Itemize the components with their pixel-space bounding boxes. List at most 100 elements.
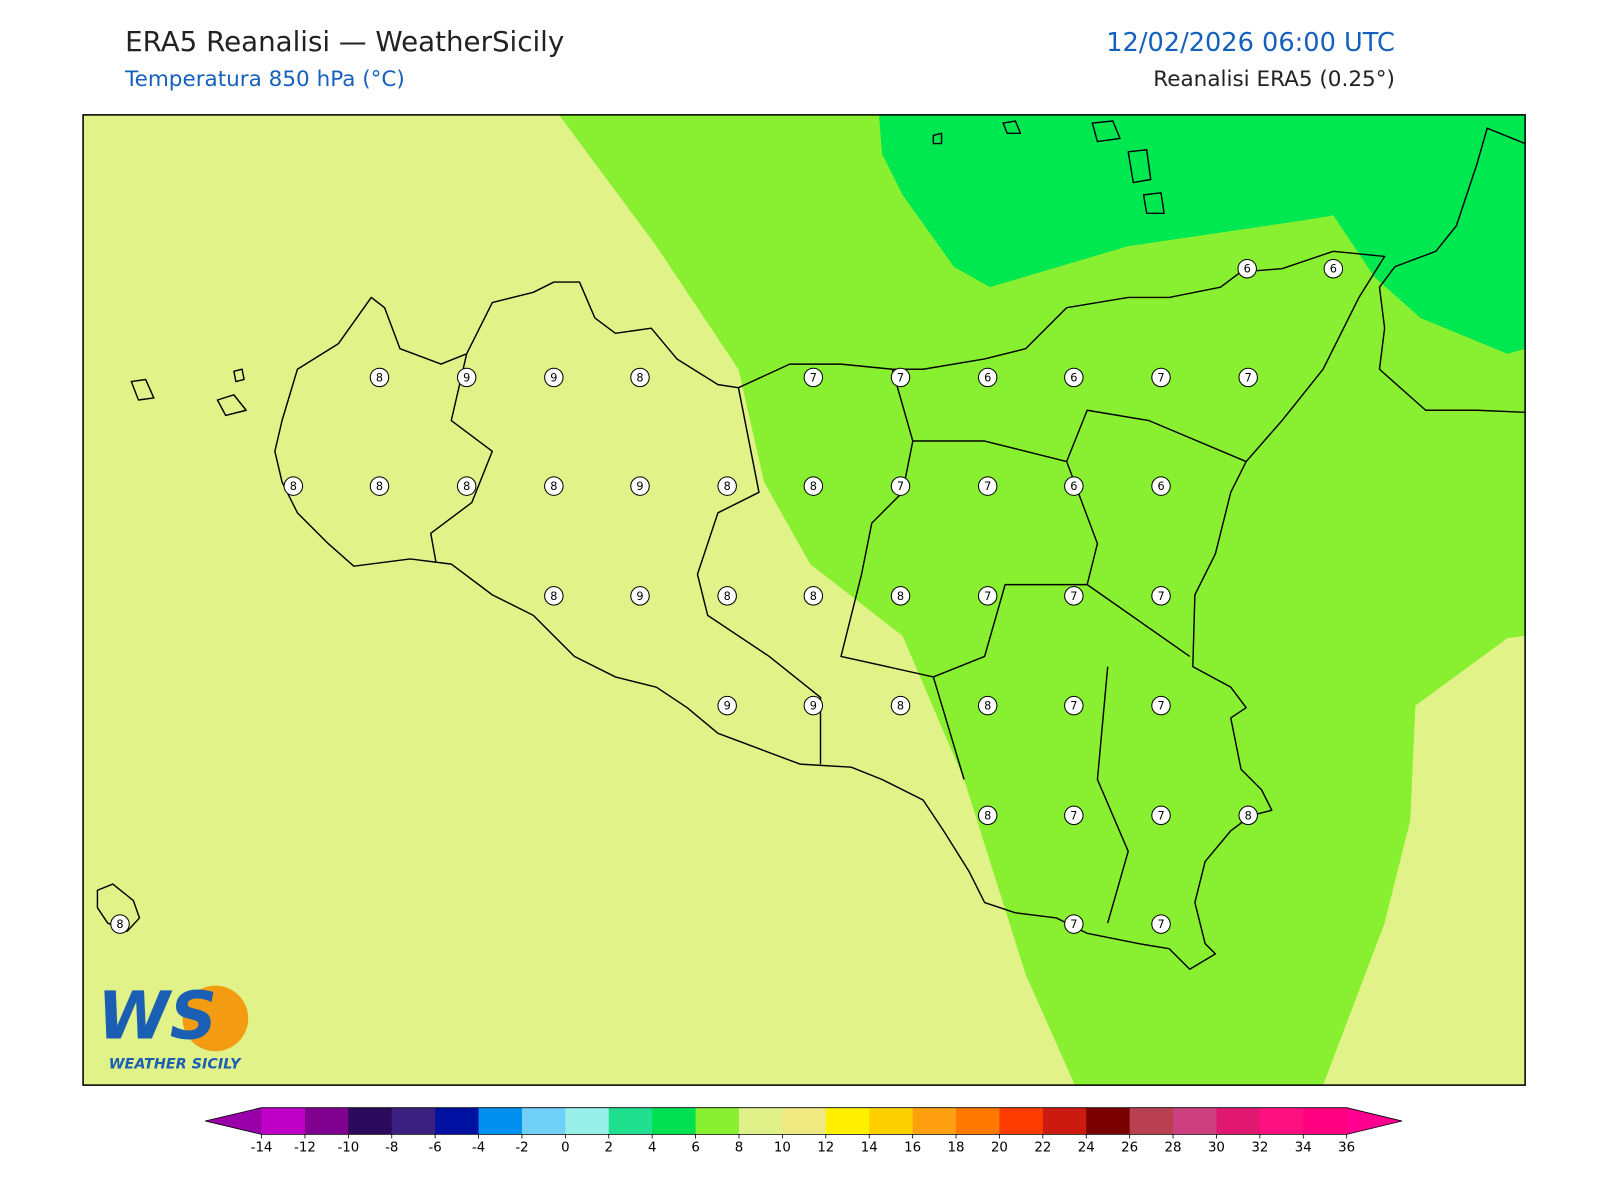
colorbar-tick-label: 12 — [817, 1141, 834, 1156]
colorbar-bin — [825, 1107, 870, 1135]
colorbar-bin — [261, 1107, 306, 1135]
station-value: 9 — [636, 590, 643, 603]
station-value: 8 — [116, 918, 123, 931]
station-value: 6 — [1244, 263, 1251, 276]
station-marker — [283, 476, 304, 496]
colorbar-bin — [391, 1107, 436, 1135]
colorbar-tick-label: -14 — [251, 1141, 273, 1156]
logo: WS WEATHER SICILY — [97, 979, 249, 1073]
colorbar-tick-label: -10 — [337, 1141, 359, 1156]
colorbar-bin — [1042, 1107, 1087, 1135]
station-value: 9 — [636, 480, 643, 493]
station-value: 8 — [636, 371, 643, 384]
station-value: 8 — [724, 590, 731, 603]
colorbar-bin — [1173, 1107, 1217, 1135]
station-marker — [890, 476, 911, 496]
station-value: 8 — [897, 590, 904, 603]
colorbar-tick-label: 6 — [691, 1141, 699, 1156]
station-value: 6 — [1157, 480, 1164, 493]
station-marker — [1064, 914, 1084, 934]
station-marker — [630, 476, 650, 496]
station-value: 8 — [897, 700, 904, 713]
station-value: 7 — [897, 480, 904, 493]
station-value: 6 — [984, 371, 991, 384]
station-marker — [1064, 367, 1084, 388]
station-value: 8 — [463, 480, 470, 493]
station-marker — [369, 476, 390, 496]
colorbar-tick-label: 10 — [774, 1141, 791, 1156]
station-marker — [1151, 367, 1171, 388]
colorbar-tick-label: 20 — [991, 1141, 1008, 1156]
station-value: 7 — [984, 480, 991, 493]
station-value: 8 — [1245, 809, 1252, 822]
colorbar-tick-label: 26 — [1121, 1141, 1138, 1156]
station-value: 8 — [810, 480, 817, 493]
colorbar-tick-label: -2 — [515, 1141, 528, 1156]
station-marker — [803, 476, 824, 496]
station-value: 8 — [810, 590, 817, 603]
subtitle: Temperatura 850 hPa (°C) — [124, 67, 405, 92]
colorbar-tick-label: 0 — [561, 1141, 569, 1156]
station-marker — [1151, 805, 1171, 826]
logo-sun — [182, 985, 249, 1052]
colorbar: -14 -12 -10 -8 -6 -4 -2 0 2 4 6 8 10 12 14 16 18 20 22 24 26… — [205, 1107, 1403, 1156]
station-value: 9 — [550, 371, 557, 384]
station-marker — [369, 367, 390, 388]
station-marker — [630, 367, 650, 388]
station-marker — [1151, 586, 1171, 606]
islands — [96, 120, 1165, 932]
station-marker — [1064, 586, 1084, 606]
field-4-6 — [878, 114, 1526, 354]
station-marker — [977, 476, 998, 496]
colorbar-bin — [1303, 1107, 1348, 1135]
colorbar-bin — [956, 1107, 1000, 1135]
station-marker — [1064, 695, 1084, 716]
station-value: 8 — [984, 700, 991, 713]
station-marker — [890, 367, 911, 388]
colorbar-bin — [1216, 1107, 1261, 1135]
colorbar-tick-label: 22 — [1034, 1141, 1051, 1156]
colorbar-extend-low — [205, 1107, 262, 1135]
station-value: 6 — [1070, 371, 1077, 384]
colorbar-bin — [1086, 1107, 1131, 1135]
station-value: 7 — [1070, 590, 1077, 603]
colorbar-tick-label: 24 — [1078, 1141, 1095, 1156]
station-marker — [977, 695, 998, 716]
colorbar-tick-label: -12 — [294, 1141, 316, 1156]
station-marker — [1323, 258, 1344, 279]
station-value: 6 — [1070, 480, 1077, 493]
station-marker — [544, 476, 564, 496]
map-frame — [82, 114, 1526, 1086]
station-value: 7 — [1157, 809, 1164, 822]
colorbar-bin — [869, 1107, 914, 1135]
colorbar-bin — [695, 1107, 740, 1135]
colorbar-bin — [435, 1107, 480, 1135]
station-value: 8 — [550, 590, 557, 603]
station-value: 9 — [463, 371, 470, 384]
station-value: 7 — [1245, 371, 1252, 384]
station-value: 7 — [984, 590, 991, 603]
colorbar-bin — [782, 1107, 827, 1135]
colorbar-tick-label: 16 — [904, 1141, 921, 1156]
station-value: 9 — [724, 700, 731, 713]
station-value: 7 — [1070, 918, 1077, 931]
station-marker — [1151, 476, 1171, 496]
colorbar-tick-label: 18 — [948, 1141, 965, 1156]
station-value: 7 — [897, 371, 904, 384]
station-marker — [803, 367, 824, 388]
station-value: 7 — [1157, 918, 1164, 931]
colorbar-bin — [608, 1107, 653, 1135]
colorbar-bin — [738, 1107, 783, 1135]
colorbar-tick-label: 8 — [735, 1141, 743, 1156]
station-marker — [630, 586, 650, 606]
station-marker — [544, 586, 564, 606]
station-marker — [456, 367, 477, 388]
station-marker — [110, 914, 130, 934]
map: 6 6 8 9 9 8 7 7 6 6 7 7 8 8 8 8 9 8 8 7 7 6 6 8 9 8 8 8 7 7 7 9 9 8 8 7 7 8 7 7… — [83, 114, 1526, 1086]
colorbar-bin — [565, 1107, 610, 1135]
field-6-8 — [558, 114, 1526, 1086]
colorbar-bin — [1129, 1107, 1174, 1135]
colorbar-bin — [348, 1107, 393, 1135]
station-value: 6 — [1330, 263, 1337, 276]
colorbar-tick-label: -4 — [472, 1141, 485, 1156]
